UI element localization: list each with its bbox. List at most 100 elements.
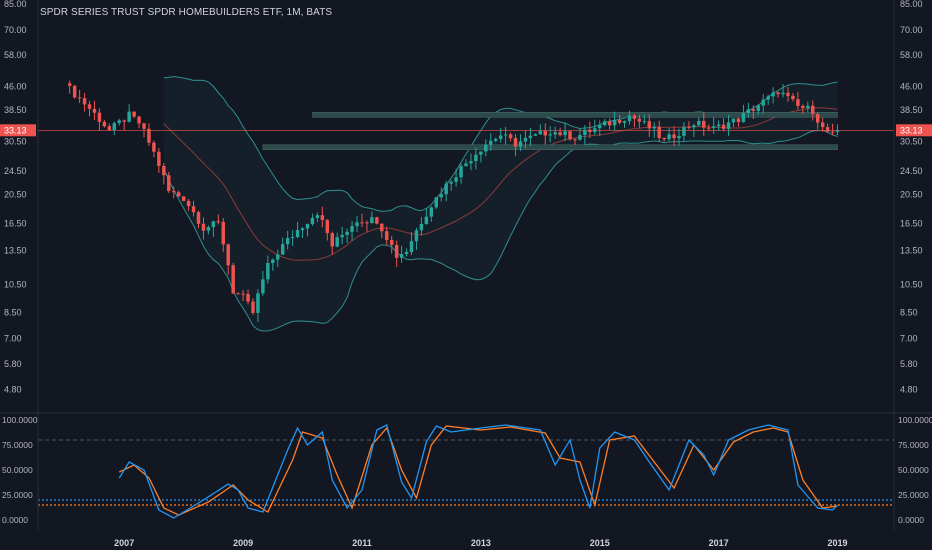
candle [662, 137, 666, 140]
candle [335, 237, 339, 247]
x-tick-label: 2019 [828, 538, 848, 548]
candle [682, 126, 686, 136]
y-tick-label-right: 5.80 [900, 359, 918, 369]
y-tick-label-right: 38.50 [900, 105, 923, 115]
candle [830, 131, 835, 133]
candle [360, 222, 364, 224]
candle [236, 293, 240, 295]
candle [186, 200, 191, 207]
last-price-badge-right [896, 124, 932, 137]
y-tick-label-left: 5.80 [4, 359, 22, 369]
candle [310, 218, 315, 225]
candle [791, 95, 795, 100]
candle [811, 105, 815, 115]
candle [459, 166, 463, 178]
y-tick-label-right: 58.00 [900, 50, 923, 60]
candle [152, 142, 156, 152]
candle [593, 128, 597, 133]
candle [429, 207, 434, 217]
candle [820, 122, 825, 128]
candle [543, 130, 547, 136]
candle [320, 215, 325, 220]
candle [751, 109, 756, 111]
candle [97, 112, 102, 122]
candle [612, 119, 617, 126]
candle [266, 262, 270, 280]
candle [256, 293, 260, 313]
candle [246, 293, 250, 302]
candle [677, 135, 681, 139]
candle [815, 114, 820, 123]
x-tick-label: 2011 [352, 538, 372, 548]
y-tick-label-right: 85.00 [900, 0, 923, 9]
candle [132, 111, 136, 117]
candle [82, 98, 87, 105]
candle [127, 111, 131, 122]
candle [568, 131, 572, 140]
y-tick-label-right: 10.50 [900, 279, 923, 289]
candle [315, 215, 320, 219]
candle [241, 293, 245, 295]
chart-title: SPDR SERIES TRUST SPDR HOMEBUILDERS ETF,… [40, 7, 333, 18]
candle [157, 151, 161, 166]
candle [409, 241, 414, 253]
candle [711, 126, 716, 128]
candle [474, 154, 478, 162]
candle [414, 230, 419, 242]
candle [454, 177, 458, 182]
y-tick-label-left: 13.50 [4, 246, 27, 256]
candle [439, 194, 443, 198]
candle [122, 120, 126, 122]
candle [771, 92, 775, 97]
candle [305, 224, 310, 229]
y-tick-label-right: 16.50 [900, 219, 923, 229]
candle [508, 134, 513, 139]
y-tick-label-left: 38.50 [4, 105, 27, 115]
candle [355, 222, 359, 227]
candle [226, 244, 230, 266]
y-tick-label-left: 85.00 [4, 0, 27, 9]
stoch-y-tick-label-left: 100.0000 [2, 415, 38, 425]
candle [112, 123, 117, 131]
candle [518, 141, 523, 147]
candle [216, 221, 221, 223]
candle [72, 85, 77, 98]
candle [424, 216, 429, 224]
candle [667, 134, 671, 140]
candle [484, 144, 488, 152]
candle [573, 139, 577, 141]
candle [444, 183, 448, 195]
candle [503, 134, 508, 136]
candle [598, 125, 602, 129]
candle [558, 132, 562, 136]
price-pane [38, 76, 894, 332]
candle [107, 126, 112, 131]
candle [251, 301, 255, 313]
stoch-y-tick-label-right: 0.0000 [898, 515, 924, 525]
candle [756, 105, 761, 111]
candle [489, 140, 493, 145]
candle [295, 230, 300, 238]
y-tick-label-left: 58.00 [4, 50, 27, 60]
y-tick-label-left: 10.50 [4, 279, 27, 289]
candle [692, 125, 696, 128]
candle [533, 134, 538, 136]
y-tick-label-left: 8.50 [4, 308, 22, 318]
y-tick-label-left: 46.00 [4, 81, 27, 91]
y-tick-label-left: 7.00 [4, 334, 22, 344]
candle [479, 151, 483, 155]
y-tick-label-left: 4.80 [4, 384, 22, 394]
candle [261, 279, 265, 294]
stoch-y-tick-label-right: 50.0000 [898, 465, 929, 475]
candle [796, 99, 800, 106]
candle [578, 134, 582, 140]
candle [801, 105, 805, 109]
candle [553, 132, 557, 135]
y-tick-label-left: 30.50 [4, 136, 27, 146]
y-tick-label-right: 70.00 [900, 25, 923, 35]
candle [697, 120, 701, 126]
candle [365, 222, 369, 224]
stoch-k-line [118, 424, 838, 519]
candle [434, 197, 439, 208]
